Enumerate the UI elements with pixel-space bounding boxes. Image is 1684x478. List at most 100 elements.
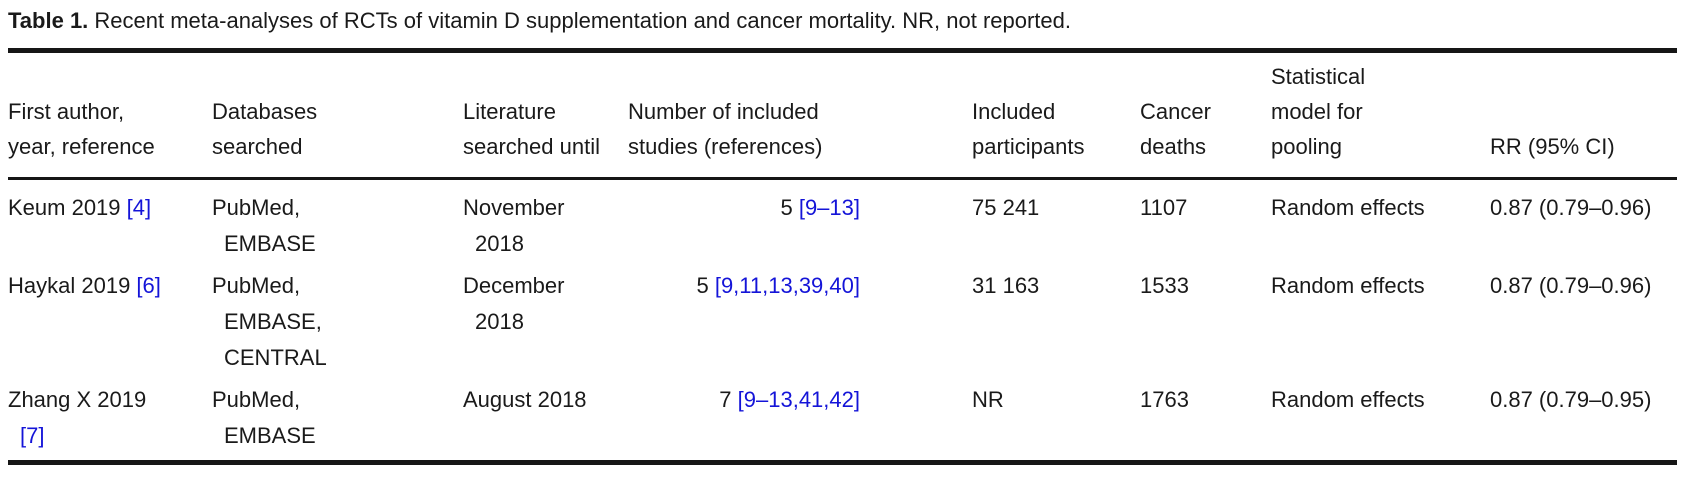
cell-text: 1533 xyxy=(1140,273,1189,298)
column-header-author: First author, year, reference xyxy=(8,50,212,180)
cell-line: Keum 2019 [4] xyxy=(8,190,212,226)
cell-rr: 0.87 (0.79–0.96) xyxy=(1490,262,1677,376)
cell-line: 7 [9–13,41,42] xyxy=(628,382,860,418)
table-row: Zhang X 2019 [7] PubMed, EMBASE August 2018 7… xyxy=(8,376,1677,463)
reference-link[interactable]: [6] xyxy=(136,273,161,298)
cell-lit: December 2018 xyxy=(463,262,628,376)
cell-text: Random effects xyxy=(1271,273,1425,298)
cell-partic: 31 163 xyxy=(972,262,1140,376)
cell-rr: 0.87 (0.79–0.96) xyxy=(1490,179,1677,263)
cell-studies: 5 [9–13] xyxy=(628,179,972,263)
cell-line: 0.87 (0.79–0.96) xyxy=(1490,190,1677,226)
cell-db: PubMed, EMBASE, CENTRAL xyxy=(212,262,463,376)
cell-line: 0.87 (0.79–0.96) xyxy=(1490,268,1677,304)
cell-db: PubMed, EMBASE xyxy=(212,376,463,463)
column-header-rr: RR (95% CI) xyxy=(1490,50,1677,180)
cell-line: PubMed, xyxy=(212,268,463,304)
cell-deaths: 1533 xyxy=(1140,262,1271,376)
table-row: Keum 2019 [4] PubMed, EMBASE November 2018 5 … xyxy=(8,179,1677,263)
cell-text: PubMed, xyxy=(212,387,301,412)
column-header-db: Databases searched xyxy=(212,50,463,180)
cell-line: 0.87 (0.79–0.95) xyxy=(1490,382,1677,418)
cell-text: November xyxy=(463,195,565,220)
header-line: RR (95% CI) xyxy=(1490,134,1615,159)
cell-line: EMBASE xyxy=(212,226,463,262)
cell-text: 2018 xyxy=(475,231,524,256)
table-number: Table 1. xyxy=(8,8,89,33)
cell-text: 5 xyxy=(696,273,715,298)
column-header-model: Statistical model for pooling xyxy=(1271,50,1490,180)
cell-line: PubMed, xyxy=(212,382,463,418)
cell-deaths: 1107 xyxy=(1140,179,1271,263)
table-body: Keum 2019 [4] PubMed, EMBASE November 2018 5 … xyxy=(8,179,1677,463)
table-caption: Table 1. Recent meta-analyses of RCTs of… xyxy=(8,6,1684,36)
cell-line: December xyxy=(463,268,628,304)
cell-line: 1107 xyxy=(1140,190,1271,226)
reference-link[interactable]: [9,11,13,39,40] xyxy=(714,273,860,298)
header-line: Statistical xyxy=(1271,64,1366,89)
reference-link[interactable]: [4] xyxy=(126,195,152,220)
cell-text: EMBASE xyxy=(224,423,316,448)
cell-line: August 2018 xyxy=(463,382,628,418)
header-line: searched until xyxy=(463,134,600,159)
cell-line: PubMed, xyxy=(212,190,463,226)
cell-text: PubMed, xyxy=(212,195,301,220)
header-line: searched xyxy=(212,134,303,159)
header-line: deaths xyxy=(1140,134,1207,159)
cell-text: EMBASE xyxy=(224,231,316,256)
reference-link[interactable]: [9–13,41,42] xyxy=(737,387,860,412)
header-line: Literature xyxy=(463,99,556,124)
header-line: model for xyxy=(1271,99,1363,124)
cell-text: December xyxy=(463,273,565,298)
cell-text: 5 xyxy=(780,195,799,220)
cell-line: EMBASE xyxy=(212,418,463,454)
cell-text: Haykal 2019 xyxy=(8,273,137,298)
cell-text: 0.87 (0.79–0.95) xyxy=(1490,387,1652,412)
header-line: participants xyxy=(972,134,1085,159)
cell-author: Zhang X 2019 [7] xyxy=(8,376,212,463)
cell-text: 2018 xyxy=(475,309,524,334)
cell-line: EMBASE, xyxy=(212,304,463,340)
cell-line: 1533 xyxy=(1140,268,1271,304)
cell-text: EMBASE, xyxy=(224,309,322,334)
cell-line: 31 163 xyxy=(972,268,1140,304)
header-line: studies (references) xyxy=(628,134,823,159)
table-caption-text: Recent meta-analyses of RCTs of vitamin … xyxy=(88,8,1071,33)
cell-deaths: 1763 xyxy=(1140,376,1271,463)
cell-model: Random effects xyxy=(1271,376,1490,463)
cell-line: 75 241 xyxy=(972,190,1140,226)
cell-line: 5 [9,11,13,39,40] xyxy=(628,268,860,304)
cell-text: Random effects xyxy=(1271,195,1425,220)
reference-link[interactable]: [9–13] xyxy=(798,195,860,220)
meta-analyses-table: First author, year, reference Databases sea… xyxy=(8,48,1677,465)
cell-text: 1107 xyxy=(1140,195,1188,220)
cell-text: August 2018 xyxy=(463,387,587,412)
header-line: Cancer xyxy=(1140,99,1211,124)
cell-line: 2018 xyxy=(463,304,628,340)
cell-text: 31 163 xyxy=(972,273,1040,298)
header-line: Databases xyxy=(212,99,318,124)
cell-db: PubMed, EMBASE xyxy=(212,179,463,263)
cell-partic: 75 241 xyxy=(972,179,1140,263)
cell-text: CENTRAL xyxy=(224,345,327,370)
header-line: Included xyxy=(972,99,1056,124)
cell-text: 75 241 xyxy=(972,195,1040,220)
cell-line: Random effects xyxy=(1271,382,1490,418)
cell-author: Haykal 2019 [6] xyxy=(8,262,212,376)
cell-model: Random effects xyxy=(1271,179,1490,263)
header-row: First author, year, reference Databases sea… xyxy=(8,50,1677,180)
cell-line: Random effects xyxy=(1271,268,1490,304)
cell-line: 2018 xyxy=(463,226,628,262)
cell-text: 0.87 (0.79–0.96) xyxy=(1490,195,1652,220)
header-line: First author, xyxy=(8,99,125,124)
cell-line: Zhang X 2019 xyxy=(8,382,212,418)
reference-link[interactable]: [7] xyxy=(20,423,45,448)
cell-text: Random effects xyxy=(1271,387,1425,412)
cell-text: 7 xyxy=(719,387,738,412)
cell-text: Zhang X 2019 xyxy=(8,387,147,412)
cell-line: [7] xyxy=(8,418,212,454)
column-header-studies: Number of included studies (references) xyxy=(628,50,972,180)
column-header-partic: Included participants xyxy=(972,50,1140,180)
cell-lit: November 2018 xyxy=(463,179,628,263)
